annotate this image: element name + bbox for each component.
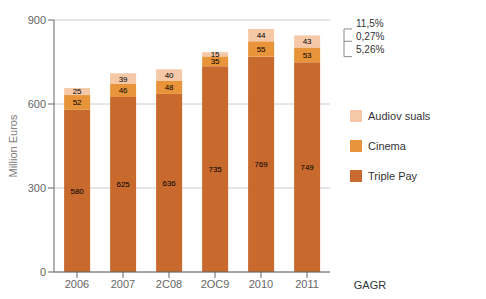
svg-text:25: 25	[73, 87, 82, 96]
svg-text:625: 625	[116, 180, 130, 189]
svg-text:600: 600	[28, 98, 46, 110]
svg-text:0: 0	[40, 266, 46, 278]
svg-text:5,26%: 5,26%	[356, 44, 384, 55]
svg-text:35: 35	[210, 57, 220, 67]
svg-text:2010: 2010	[249, 278, 273, 290]
svg-text:2C08: 2C08	[156, 278, 182, 290]
svg-text:53: 53	[303, 51, 312, 60]
svg-text:52: 52	[73, 98, 82, 107]
svg-text:735: 735	[208, 165, 222, 174]
svg-text:43: 43	[303, 37, 312, 46]
svg-text:580: 580	[70, 187, 84, 196]
svg-text:55: 55	[257, 45, 266, 54]
svg-text:15: 15	[211, 50, 220, 59]
svg-text:46: 46	[119, 86, 128, 95]
svg-text:48: 48	[165, 83, 174, 92]
svg-text:GAGR: GAGR	[354, 279, 386, 291]
svg-text:749: 749	[300, 163, 314, 172]
svg-text:0,27%: 0,27%	[356, 31, 384, 42]
svg-text:2OC9: 2OC9	[201, 278, 230, 290]
svg-text:Triple Pay: Triple Pay	[368, 170, 418, 182]
svg-text:900: 900	[28, 14, 46, 26]
svg-text:44: 44	[257, 31, 266, 40]
svg-text:Audiov suals: Audiov suals	[368, 110, 431, 122]
svg-text:636: 636	[162, 179, 176, 188]
svg-text:2006: 2006	[65, 278, 89, 290]
svg-text:769: 769	[254, 160, 268, 169]
svg-text:Cinema: Cinema	[368, 140, 407, 152]
svg-text:300: 300	[28, 182, 46, 194]
svg-text:2011: 2011	[295, 278, 319, 290]
svg-text:40: 40	[165, 71, 174, 80]
svg-text:39: 39	[119, 75, 128, 84]
svg-text:2007: 2007	[111, 278, 135, 290]
svg-text:11,5%: 11,5%	[356, 18, 384, 29]
svg-text:Million Euros: Million Euros	[8, 114, 19, 177]
